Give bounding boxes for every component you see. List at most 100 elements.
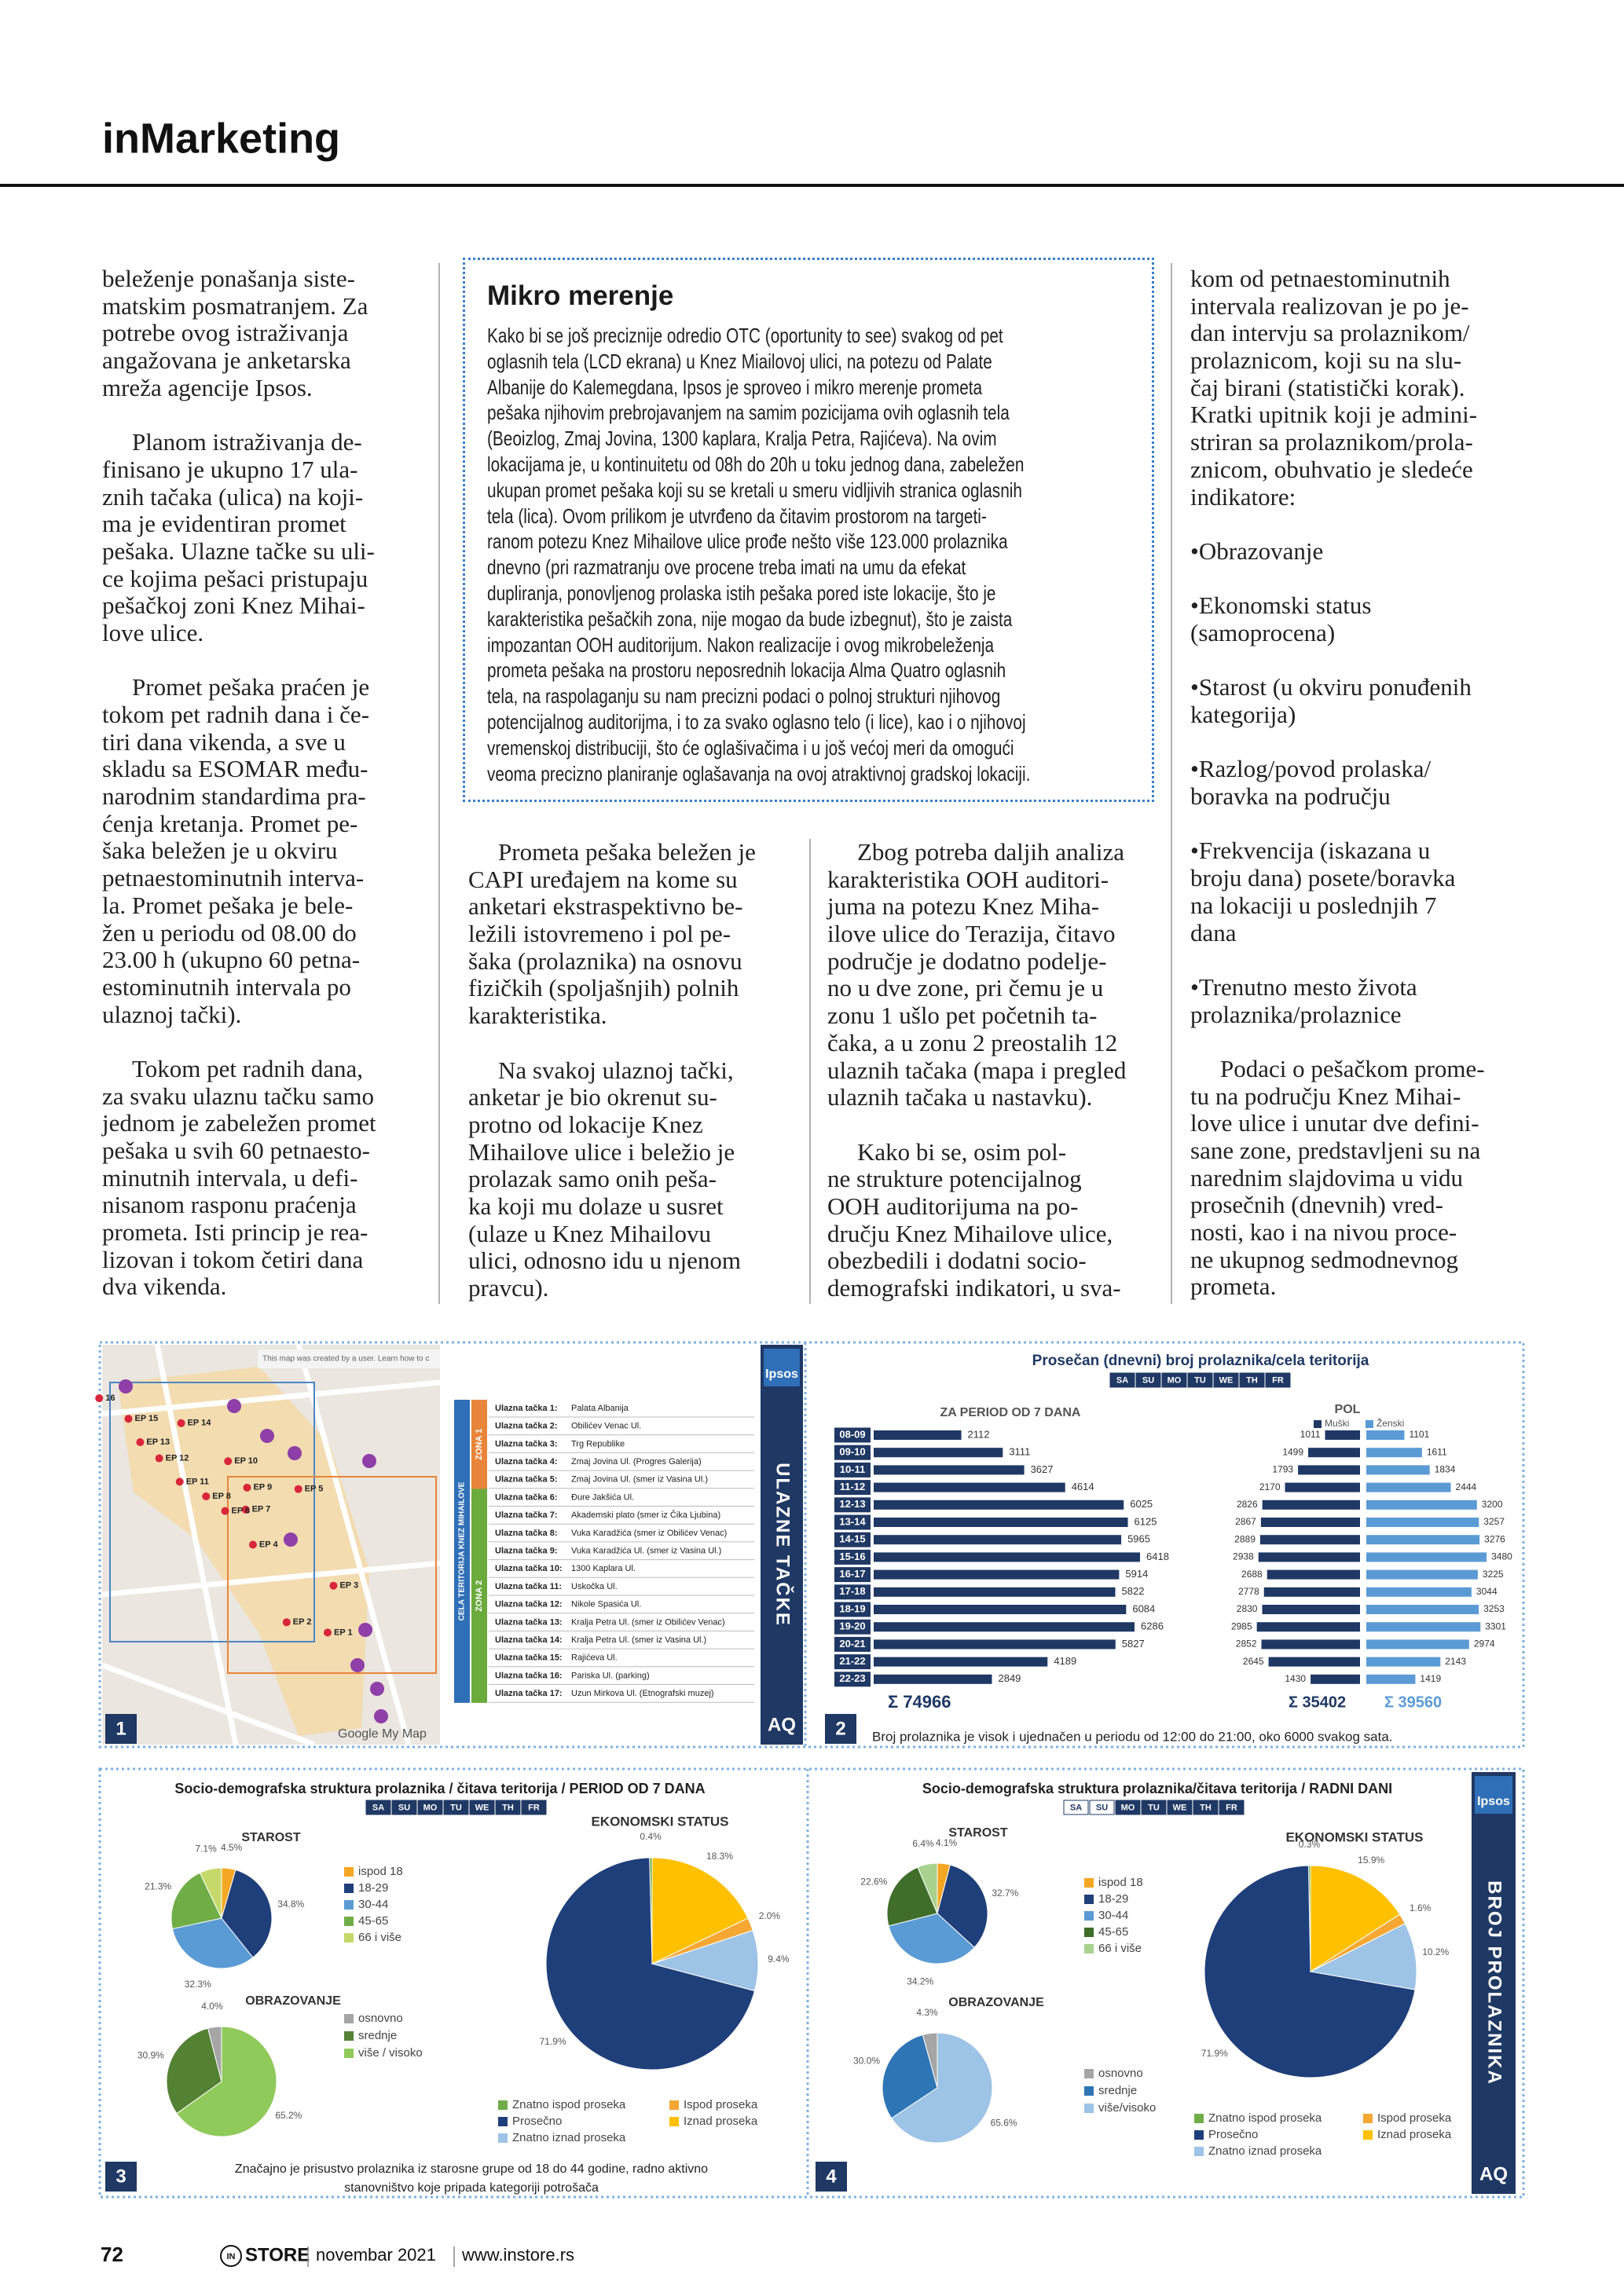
marker-dot: [221, 1507, 229, 1515]
legend-label: ispod 18: [358, 1865, 403, 1878]
bar: [874, 1622, 1135, 1632]
text-line: minutnih intervala, u defi-: [102, 1163, 358, 1192]
value-label: 6286: [1141, 1620, 1164, 1632]
time-label: 18-19: [839, 1602, 865, 1614]
box-line: dnevno (pri razmatranju ove procene treb…: [487, 555, 966, 580]
marker-label: EP 3: [339, 1581, 358, 1591]
text-line: dana: [1190, 918, 1237, 947]
bar: [1366, 1674, 1416, 1684]
box-line: tela (lica). Ovom prilikom je utvrđeno d…: [487, 504, 987, 528]
time-box: [834, 1549, 871, 1565]
marker-label: EP 6: [232, 1507, 251, 1516]
bar: [874, 1605, 1127, 1614]
paragraph: Na svakoj ulaznoj tački, anketar je bio o…: [468, 1056, 802, 1302]
day-label: FR: [1226, 1803, 1237, 1812]
legend-swatch: [1084, 2086, 1094, 2096]
text-column: beleženje ponašanja siste-matskim posmat…: [102, 265, 428, 1328]
legend-swatch: [344, 1933, 354, 1943]
row-name: Vuka Karadžića (smer iz Obilićev Venac): [571, 1529, 727, 1538]
zone-column: [471, 1400, 487, 1489]
marker-dot: [243, 1483, 251, 1492]
value-label: 15.9%: [1358, 1855, 1384, 1866]
value-label: 71.9%: [540, 2036, 566, 2047]
text-line: ne ukupnog sedmodnevnog: [1190, 1245, 1458, 1273]
street: [154, 1344, 239, 1745]
value-label: 4189: [1054, 1655, 1076, 1667]
zone-outline: [109, 1382, 315, 1642]
paragraph: kom od petnaestominutnih intervala realiz…: [1190, 265, 1528, 511]
text-column: Prometa pešaka beležen je CAPI uređajem n…: [468, 838, 802, 1329]
time-box: [834, 1480, 871, 1496]
value-label: 32.7%: [992, 1888, 1018, 1899]
bar: [1259, 1535, 1360, 1545]
text-line: anketari ekstraspektivno be-: [468, 892, 743, 921]
marker-label: EP 11: [186, 1477, 209, 1486]
text-line: Kratki upitnik koji je admini-: [1190, 401, 1478, 429]
row-label: Ulazna tačka 1:: [495, 1404, 557, 1413]
value-label: 1499: [1282, 1446, 1303, 1457]
text-line: (ulaze u Knez Mihailovu: [468, 1219, 712, 1247]
bar: [1258, 1552, 1360, 1562]
map-pin: [350, 1658, 365, 1672]
day-label: SA: [372, 1803, 384, 1812]
legend-label: Ispod proseka: [1377, 2111, 1452, 2125]
map-pin: [374, 1709, 388, 1723]
row-name: Zmaj Jovina Ul. (smer iz Vasina Ul.): [571, 1475, 708, 1485]
text-line: tiri dana vikenda, a sve u: [102, 727, 346, 756]
box-line: (Beoizlog, Zmaj Jovina, 1300 kaplara, Kr…: [487, 427, 997, 451]
text-line: ma je evidentiran promet: [102, 510, 346, 538]
text-line: područje je dodatno podelje-: [827, 947, 1107, 975]
day-chip: [469, 1800, 495, 1815]
time-box: [834, 1462, 871, 1478]
street: [101, 1379, 441, 1417]
time-box: [834, 1445, 871, 1460]
row-label: Ulazna tačka 2:: [495, 1422, 557, 1431]
pie-slice: [882, 2034, 938, 2119]
map-pin: [358, 1623, 372, 1637]
time-label: 20-21: [839, 1638, 865, 1650]
value-label: 0.4%: [640, 1831, 662, 1842]
time-label: 14-15: [839, 1533, 865, 1545]
value-label: 2826: [1237, 1499, 1258, 1510]
text-line: boravka na području: [1190, 782, 1391, 811]
value-label: 6025: [1130, 1498, 1153, 1510]
marker-dot: [124, 1415, 133, 1423]
day-label: SA: [1070, 1803, 1082, 1812]
paragraph: Prometa pešaka beležen je CAPI uređajem n…: [468, 838, 802, 1030]
box-line: karakteristika pešačkih zona, nije mogao…: [487, 606, 1013, 631]
day-label: FR: [1272, 1375, 1284, 1385]
text-line: Kako bi se, osim pol-: [857, 1137, 1067, 1166]
row-label: Ulazna tačka 14:: [495, 1635, 563, 1645]
pie-slice: [888, 1913, 975, 1965]
day-label: SU: [1096, 1803, 1108, 1812]
box-line: vremenskoj distribuciji, što će oglašiva…: [487, 735, 1014, 760]
bar: [1256, 1622, 1360, 1632]
row-name: Kralja Petra Ul. (smer iz Obilićev Venac…: [571, 1617, 725, 1627]
row-label: Ulazna tačka 16:: [495, 1671, 563, 1680]
bar: [1308, 1448, 1360, 1458]
legend-label: Prosečno: [1208, 2128, 1258, 2141]
time-label: 09-10: [839, 1446, 865, 1458]
street: [295, 1344, 412, 1745]
text-line: jednom je zabeležen promet: [102, 1109, 376, 1137]
bar: [874, 1465, 1025, 1475]
bar: [874, 1552, 1140, 1562]
legend-swatch: [669, 2117, 679, 2126]
text-line: pešačkoj zoni Knez Mihai-: [102, 591, 365, 620]
bar: [874, 1587, 1116, 1597]
text-line: sane zone, predstavljeni su na: [1190, 1137, 1481, 1164]
legend-label: 66 i više: [1098, 1942, 1142, 1955]
row-name: Trg Republike: [571, 1439, 625, 1448]
legend-swatch: [669, 2100, 679, 2110]
legend-label: 30-44: [358, 1898, 388, 1911]
legend-swatch: [344, 1917, 354, 1926]
bar: [1366, 1500, 1477, 1510]
text-line: beleženje ponašanja siste-: [102, 265, 355, 292]
value-label: 2143: [1445, 1656, 1466, 1667]
row-label: Ulazna tačka 3:: [495, 1439, 557, 1448]
day-label: MO: [1121, 1803, 1135, 1812]
text-line: •Ekonomski status: [1190, 591, 1372, 620]
figure-title: Prosečan (dnevni) broj prolaznika/cela t…: [1032, 1353, 1369, 1369]
bar: [1285, 1482, 1360, 1492]
